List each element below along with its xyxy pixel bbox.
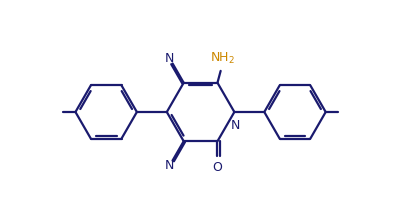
Text: N: N — [165, 159, 175, 172]
Text: NH$_2$: NH$_2$ — [210, 51, 235, 66]
Text: N: N — [165, 52, 175, 65]
Text: O: O — [212, 161, 222, 174]
Text: N: N — [231, 119, 241, 132]
